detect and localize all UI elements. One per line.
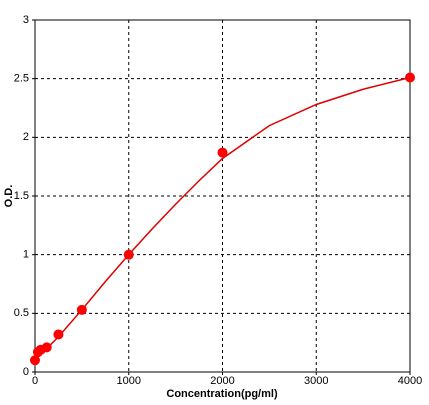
y-tick-label: 1.5 <box>14 190 29 202</box>
y-axis-title: O.D. <box>3 185 15 208</box>
x-tick-label: 2000 <box>210 375 234 387</box>
x-tick-label: 3000 <box>304 375 328 387</box>
y-tick-label: 2.5 <box>14 73 29 85</box>
data-point <box>53 329 64 340</box>
y-tick-label: 0.5 <box>14 307 29 319</box>
data-point <box>30 355 40 366</box>
x-tick-label: 0 <box>32 375 38 387</box>
x-tick-label: 1000 <box>117 375 141 387</box>
x-tick-label: 4000 <box>398 375 422 387</box>
data-point <box>76 304 87 315</box>
data-point <box>405 72 415 83</box>
y-tick-label: 1 <box>23 249 29 261</box>
data-point <box>41 342 52 353</box>
y-tick-label: 2 <box>23 131 29 143</box>
y-tick-label: 3 <box>23 14 29 26</box>
y-tick-label: 0 <box>23 366 29 378</box>
data-point <box>123 249 134 260</box>
data-point <box>217 147 228 158</box>
x-axis-title: Concentration(pg/ml) <box>166 388 278 400</box>
